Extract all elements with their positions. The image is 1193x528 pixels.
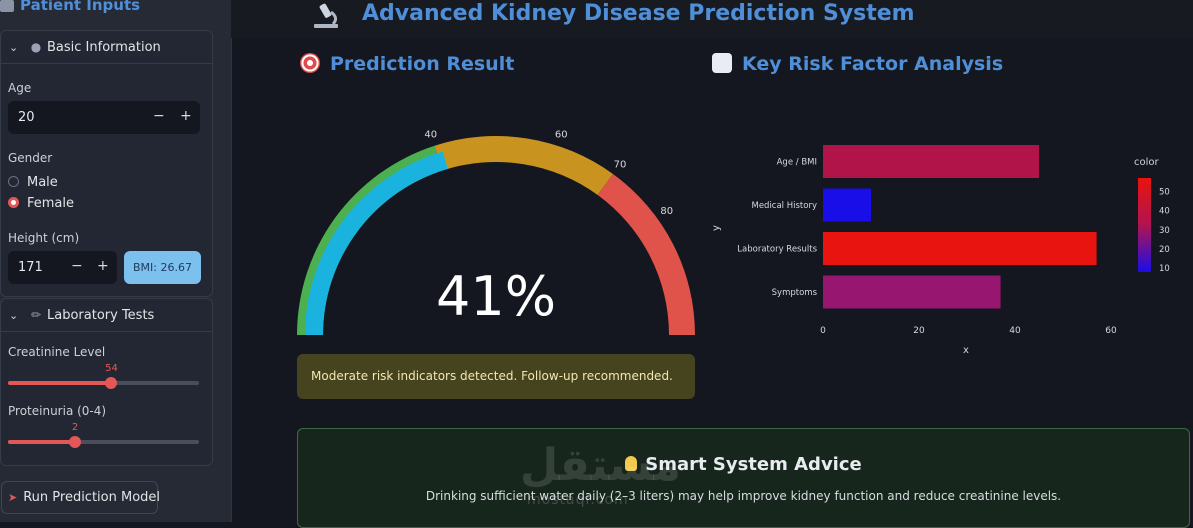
age-increment-button[interactable]: + — [180, 108, 192, 124]
microscope-icon — [309, 2, 343, 30]
height-value: 171 — [18, 260, 43, 275]
proteinuria-value: 2 — [71, 422, 79, 433]
test-tube-icon: ✏ — [30, 308, 42, 322]
x-tick-label: 20 — [913, 326, 925, 336]
run-prediction-button[interactable]: ➤ Run Prediction Model — [1, 481, 160, 514]
proteinuria-slider-fill — [8, 440, 75, 444]
proteinuria-slider-thumb[interactable] — [68, 436, 81, 448]
x-tick-label: 60 — [1105, 326, 1117, 336]
bar-laboratory-results — [823, 232, 1097, 265]
colorbar-title: color — [1134, 157, 1160, 168]
gauge-tick-label: 70 — [614, 159, 627, 170]
advice-card: Smart System Advice Drinking sufficient … — [297, 428, 1190, 528]
age-label: Age — [8, 81, 32, 95]
gender-label: Gender — [8, 151, 53, 165]
height-input[interactable]: 171 − + — [8, 251, 117, 284]
chevron-down-icon: ⌄ — [9, 41, 19, 54]
colorbar-tick-label: 10 — [1159, 264, 1170, 274]
sidebar-title: Patient Inputs — [0, 0, 140, 18]
colorbar — [1138, 178, 1151, 272]
colorbar-tick-label: 50 — [1159, 187, 1170, 197]
gauge-value-text: 41% — [436, 265, 556, 328]
prediction-result-heading: Prediction Result — [300, 53, 514, 75]
radio-on-icon — [8, 197, 19, 208]
creatinine-slider[interactable] — [8, 377, 199, 389]
gender-radio-female[interactable]: Female — [8, 196, 74, 211]
risk-alert: Moderate risk indicators detected. Follo… — [297, 354, 695, 399]
header-bar — [231, 0, 1193, 38]
advice-title: Smart System Advice — [298, 454, 1189, 475]
gauge-tick-label: 80 — [660, 206, 673, 217]
risk-gauge: 40 60 70 80 41% — [297, 129, 695, 335]
gauge-band-1 — [434, 136, 613, 196]
radio-off-icon — [8, 176, 19, 187]
colorbar-tick-label: 20 — [1159, 245, 1170, 255]
lightbulb-icon — [625, 456, 638, 471]
bar-medical-history — [823, 188, 871, 222]
bmi-badge: BMI: 26.67 — [124, 251, 201, 284]
clipboard-icon — [0, 0, 14, 12]
gauge-band-2 — [597, 174, 695, 335]
risk-factor-heading: Key Risk Factor Analysis — [712, 53, 1003, 75]
creatinine-label: Creatinine Level — [8, 345, 106, 359]
basic-info-header[interactable]: ⌄ ● Basic Information — [1, 31, 212, 64]
chart-increasing-icon — [712, 53, 732, 73]
x-tick-label: 40 — [1009, 326, 1021, 336]
person-icon: ● — [30, 40, 42, 54]
chevron-down-icon: ⌄ — [9, 309, 19, 322]
creatinine-value: 54 — [105, 363, 118, 374]
gauge-tick-label: 60 — [555, 129, 568, 140]
target-icon — [300, 53, 320, 73]
gauge-tick-label: 40 — [424, 129, 437, 140]
age-value: 20 — [18, 110, 35, 125]
y-tick-label: Symptoms — [772, 288, 818, 298]
age-input[interactable]: 20 − + — [8, 101, 200, 134]
colorbar-tick-label: 40 — [1159, 207, 1170, 217]
y-tick-label: Medical History — [751, 201, 817, 211]
x-tick-label: 0 — [820, 326, 826, 336]
sidebar: Patient Inputs ⌄ ● Basic Information Age 2… — [0, 0, 232, 522]
advice-text: Drinking sufficient water daily (2–3 lit… — [425, 489, 1062, 503]
risk-factor-chart: Age / BMI Medical History Laboratory Resul… — [711, 145, 1170, 356]
proteinuria-label: Proteinuria (0-4) — [8, 404, 107, 418]
bar-age-bmi — [823, 145, 1039, 178]
colorbar-tick-label: 30 — [1159, 226, 1170, 236]
page-title: Advanced Kidney Disease Prediction Syste… — [362, 1, 915, 26]
age-decrement-button[interactable]: − — [153, 108, 165, 124]
x-axis-label: x — [963, 345, 969, 356]
creatinine-slider-thumb[interactable] — [105, 377, 118, 389]
y-tick-label: Laboratory Results — [737, 245, 817, 255]
lab-tests-header[interactable]: ⌄ ✏ Laboratory Tests — [1, 299, 212, 332]
height-label: Height (cm) — [8, 231, 80, 245]
gender-radio-male[interactable]: Male — [8, 175, 58, 190]
creatinine-slider-fill — [8, 381, 112, 385]
y-axis-label: y — [711, 225, 722, 231]
gauge-value-bar — [305, 151, 448, 335]
height-increment-button[interactable]: + — [97, 258, 109, 274]
y-tick-label: Age / BMI — [777, 158, 817, 168]
bar-symptoms — [823, 275, 1001, 309]
height-decrement-button[interactable]: − — [71, 258, 83, 274]
rocket-icon: ➤ — [8, 491, 18, 504]
proteinuria-slider[interactable] — [8, 436, 199, 448]
